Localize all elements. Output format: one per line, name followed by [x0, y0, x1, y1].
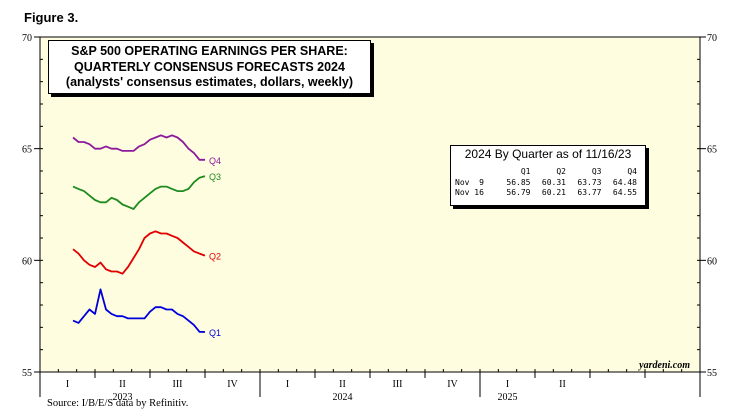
series-line-q2	[72, 230, 206, 275]
y-tick-label-right: 55	[707, 368, 717, 379]
table-grid: Q1 Q2 Q3 Q4 Nov 9 56.85 60.31 63.73 64.4…	[455, 167, 641, 199]
table-title: 2024 By Quarter as of 11/16/23	[464, 147, 632, 161]
x-quarter-label: II	[339, 379, 346, 390]
series-line-q1	[72, 288, 206, 333]
y-tick-label-right: 60	[707, 256, 717, 267]
table-cell: 64.48	[612, 177, 637, 187]
chart-title-line-2: QUARTERLY CONSENSUS FORECASTS 2024	[74, 59, 345, 74]
table-row: Nov 16 56.79 60.21 63.77 64.55	[455, 188, 641, 199]
series-line-q4	[72, 134, 205, 161]
y-tick-label-right: 70	[707, 33, 717, 44]
table-row-label: Nov 9	[455, 177, 484, 187]
x-quarter-label: IV	[227, 379, 238, 390]
table-cell: 56.85	[506, 177, 531, 187]
table-cell: 60.21	[541, 188, 566, 197]
table-header-cell: Q3	[591, 167, 602, 176]
x-quarter-label: II	[119, 379, 126, 390]
y-tick-label-right: 65	[707, 145, 717, 156]
series-line-q3	[72, 175, 206, 210]
table-header-row: Q1 Q2 Q3 Q4	[455, 167, 641, 178]
x-quarter-label: III	[393, 379, 403, 390]
x-year-label: 2023	[113, 392, 133, 403]
table-row: Nov 9 56.85 60.31 63.73 64.48	[455, 178, 641, 189]
y-tick-label-left: 70	[22, 33, 32, 44]
table-header-cell: Q1	[520, 167, 531, 176]
series-label-q2: Q2	[209, 252, 221, 262]
quarter-estimates-table: 2024 By Quarter as of 11/16/23 Q1 Q2 Q3 …	[450, 145, 646, 206]
source-note: Source: I/B/E/S data by Refinitiv.	[47, 398, 189, 409]
y-tick-label-left: 60	[22, 256, 32, 267]
series-label-q1: Q1	[209, 328, 221, 338]
table-cell: 56.79	[506, 188, 531, 197]
chart-title-box: S&P 500 OPERATING EARNINGS PER SHARE: QU…	[48, 40, 371, 94]
series-label-q3: Q3	[209, 172, 221, 182]
y-tick-label-left: 65	[22, 145, 32, 156]
x-year-label: 2024	[333, 392, 353, 403]
table-header-cell: Q4	[627, 167, 637, 176]
x-quarter-label: II	[559, 379, 566, 390]
x-quarter-label: III	[173, 379, 183, 390]
table-cell: 63.73	[577, 177, 602, 187]
figure-label: Figure 3.	[24, 10, 79, 25]
x-quarter-label: I	[506, 379, 509, 390]
chart-title-line-1: S&P 500 OPERATING EARNINGS PER SHARE:	[71, 44, 348, 58]
x-quarter-label: IV	[447, 379, 458, 390]
series-label-q4: Q4	[209, 156, 221, 166]
table-cell: 64.55	[612, 188, 637, 197]
y-tick-label-left: 55	[22, 368, 32, 379]
table-cell: 63.77	[577, 188, 602, 197]
x-year-label: 2025	[498, 392, 518, 403]
table-row-label: Nov 16	[455, 188, 484, 197]
table-cell: 60.31	[541, 177, 566, 187]
table-header-cell: Q2	[556, 167, 566, 176]
x-quarter-label: I	[66, 379, 69, 390]
x-quarter-label: I	[286, 379, 289, 390]
watermark: yardeni.com	[638, 360, 690, 371]
chart-subtitle: (analysts' consensus estimates, dollars,…	[65, 75, 354, 89]
